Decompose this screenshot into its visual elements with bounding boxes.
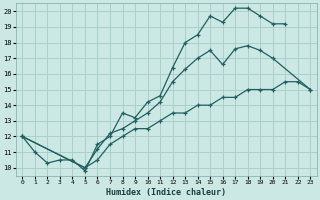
X-axis label: Humidex (Indice chaleur): Humidex (Indice chaleur): [106, 188, 226, 197]
